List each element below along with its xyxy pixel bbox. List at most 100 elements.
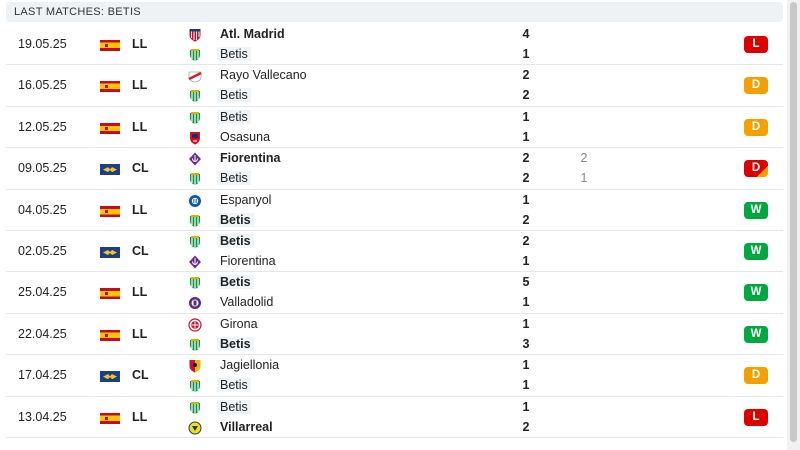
match-date: 25.04.25 (18, 285, 67, 300)
competition-code: CL (132, 161, 149, 176)
match-row[interactable]: 12.05.25 LL Betis Osasuna 1 1 D (6, 107, 783, 149)
result-badge: D (744, 160, 768, 178)
home-team[interactable]: Betis (188, 399, 488, 417)
match-row[interactable]: 17.04.25 CL Jagiellonia Betis 1 1 D (6, 355, 783, 397)
scrollbar-thumb[interactable] (790, 2, 797, 442)
away-team-name: Betis (217, 47, 251, 61)
spain-flag-icon (100, 288, 120, 300)
betis-crest-icon (188, 214, 202, 228)
away-team-name: Betis (217, 88, 251, 103)
away-team[interactable]: Betis (188, 336, 488, 354)
away-score: 1 (522, 295, 530, 310)
away-team[interactable]: Betis (188, 212, 488, 230)
home-team-name: Betis (217, 109, 251, 124)
spain-flag-icon (100, 40, 120, 51)
home-score: 1 (522, 358, 530, 373)
away-team[interactable]: Villarreal (188, 419, 488, 437)
result-badge: W (744, 242, 768, 260)
home-score: 5 (522, 275, 530, 290)
away-score: 1 (522, 129, 530, 144)
home-team[interactable]: Fiorentina (188, 150, 488, 168)
home-team-name: Rayo Vallecano (220, 68, 307, 83)
away-score: 2 (522, 171, 530, 186)
match-row[interactable]: 16.05.25 LL Rayo Vallecano Betis 2 2 D (6, 65, 783, 107)
home-team[interactable]: Rayo Vallecano (188, 67, 488, 85)
scrollbar[interactable] (787, 0, 800, 450)
home-team[interactable]: Atl. Madrid (188, 26, 488, 44)
valladolid-crest-icon (188, 296, 202, 310)
match-date: 16.05.25 (18, 78, 67, 93)
betis-crest-icon (188, 48, 202, 62)
match-row[interactable]: 13.04.25 LL Betis Villarreal 1 2 L (6, 397, 783, 438)
home-team[interactable]: Espanyol (188, 192, 488, 210)
spain-flag-icon (100, 81, 120, 93)
result-badge: W (744, 325, 768, 343)
conference-league-flag-icon (100, 164, 120, 176)
away-team-name: Villarreal (220, 419, 273, 434)
result-badge: W (744, 284, 768, 302)
result-badge: L (744, 408, 768, 426)
home-team-name: Espanyol (220, 192, 272, 207)
home-team[interactable]: Betis (188, 274, 488, 292)
away-team-name: Osasuna (220, 129, 271, 144)
section-header: LAST MATCHES: BETIS (6, 2, 783, 22)
competition-code: CL (132, 243, 149, 258)
away-team[interactable]: Osasuna (188, 129, 488, 147)
match-date: 19.05.25 (18, 37, 67, 51)
away-score: 1 (522, 47, 530, 61)
match-row[interactable]: 22.04.25 LL Girona Betis 1 3 W (6, 314, 783, 356)
home-score: 2 (522, 68, 530, 83)
home-team-name: Fiorentina (220, 151, 281, 166)
away-team[interactable]: Betis (188, 46, 488, 64)
match-date: 04.05.25 (18, 202, 67, 217)
competition-code: LL (132, 119, 148, 134)
result-badge: D (744, 118, 768, 136)
home-team-name: Betis (217, 275, 254, 290)
away-team[interactable]: Betis (188, 87, 488, 105)
match-row[interactable]: 19.05.25 LL Atl. Madrid Betis 4 1 L (6, 24, 783, 66)
competition-code: LL (132, 285, 148, 300)
betis-crest-icon (188, 111, 202, 125)
girona-crest-icon (188, 318, 202, 332)
match-list: 19.05.25 LL Atl. Madrid Betis 4 1 L 16.0… (6, 24, 783, 438)
match-date: 02.05.25 (18, 243, 67, 258)
competition-code: LL (132, 326, 148, 341)
match-row[interactable]: 25.04.25 LL Betis Valladolid 5 1 W (6, 272, 783, 314)
result-badge: W (744, 201, 768, 219)
spain-flag-icon (100, 412, 120, 424)
away-team-name: Fiorentina (220, 253, 276, 268)
betis-crest-icon (188, 276, 202, 290)
home-penalty-score: 2 (580, 151, 588, 166)
conference-league-flag-icon (100, 371, 120, 383)
home-team[interactable]: Betis (188, 109, 488, 127)
away-score: 2 (522, 88, 530, 103)
away-team[interactable]: Fiorentina (188, 253, 488, 271)
fiorentina-crest-icon (188, 255, 202, 269)
betis-crest-icon (188, 338, 202, 352)
away-score: 1 (522, 253, 530, 268)
match-row[interactable]: 02.05.25 CL Betis Fiorentina 2 1 W (6, 231, 783, 273)
espanyol-crest-icon (188, 194, 202, 208)
home-team[interactable]: Girona (188, 316, 488, 334)
away-team[interactable]: Valladolid (188, 294, 488, 312)
home-score: 1 (522, 399, 530, 414)
match-date: 17.04.25 (18, 368, 67, 383)
away-team-name: Betis (217, 212, 254, 227)
match-row[interactable]: 04.05.25 LL Espanyol Betis 1 2 W (6, 190, 783, 231)
jagiellonia-crest-icon (188, 359, 202, 373)
atletico-madrid-crest-icon (188, 28, 202, 42)
away-team-name: Betis (217, 378, 251, 393)
spain-flag-icon (100, 329, 120, 341)
home-team[interactable]: Betis (188, 233, 488, 251)
home-team[interactable]: Jagiellonia (188, 357, 488, 375)
home-score: 2 (522, 233, 530, 248)
away-team-name: Betis (217, 171, 251, 186)
away-team[interactable]: Betis (188, 377, 488, 395)
result-badge: D (744, 367, 768, 385)
away-team[interactable]: Betis (188, 170, 488, 188)
conference-league-flag-icon (100, 246, 120, 258)
competition-code: LL (132, 202, 148, 217)
fiorentina-crest-icon (188, 152, 202, 166)
home-team-name: Jagiellonia (220, 358, 280, 373)
match-row[interactable]: 09.05.25 CL Fiorentina Betis 2 2 2 1 D (6, 148, 783, 190)
